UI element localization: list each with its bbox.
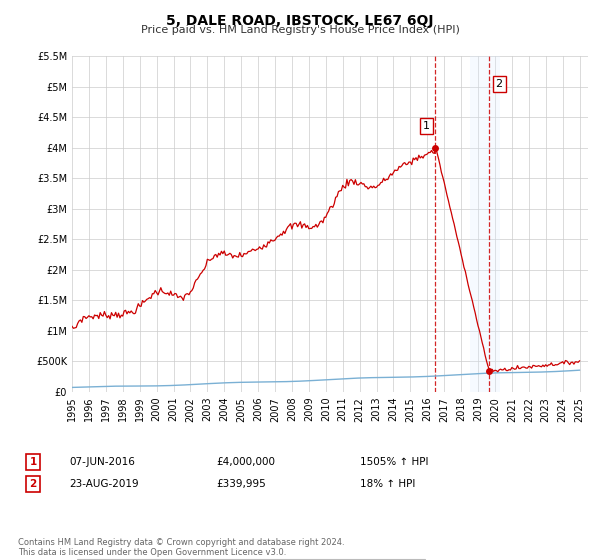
Text: 1: 1: [423, 122, 430, 131]
Text: 18% ↑ HPI: 18% ↑ HPI: [360, 479, 415, 489]
Text: 07-JUN-2016: 07-JUN-2016: [69, 457, 135, 467]
Bar: [470, 56, 500, 392]
Text: 2: 2: [29, 479, 37, 489]
Text: 2: 2: [496, 79, 503, 89]
Text: 5, DALE ROAD, IBSTOCK, LE67 6QJ: 5, DALE ROAD, IBSTOCK, LE67 6QJ: [166, 14, 434, 28]
Legend: 5, DALE ROAD, IBSTOCK, LE67 6QJ (detached house), HPI: Average price, detached h: 5, DALE ROAD, IBSTOCK, LE67 6QJ (detache…: [77, 559, 425, 560]
Text: £339,995: £339,995: [216, 479, 266, 489]
Text: £4,000,000: £4,000,000: [216, 457, 275, 467]
Text: 23-AUG-2019: 23-AUG-2019: [69, 479, 139, 489]
Text: 1: 1: [29, 457, 37, 467]
Text: Price paid vs. HM Land Registry's House Price Index (HPI): Price paid vs. HM Land Registry's House …: [140, 25, 460, 35]
Text: Contains HM Land Registry data © Crown copyright and database right 2024.
This d: Contains HM Land Registry data © Crown c…: [18, 538, 344, 557]
Text: 1505% ↑ HPI: 1505% ↑ HPI: [360, 457, 428, 467]
